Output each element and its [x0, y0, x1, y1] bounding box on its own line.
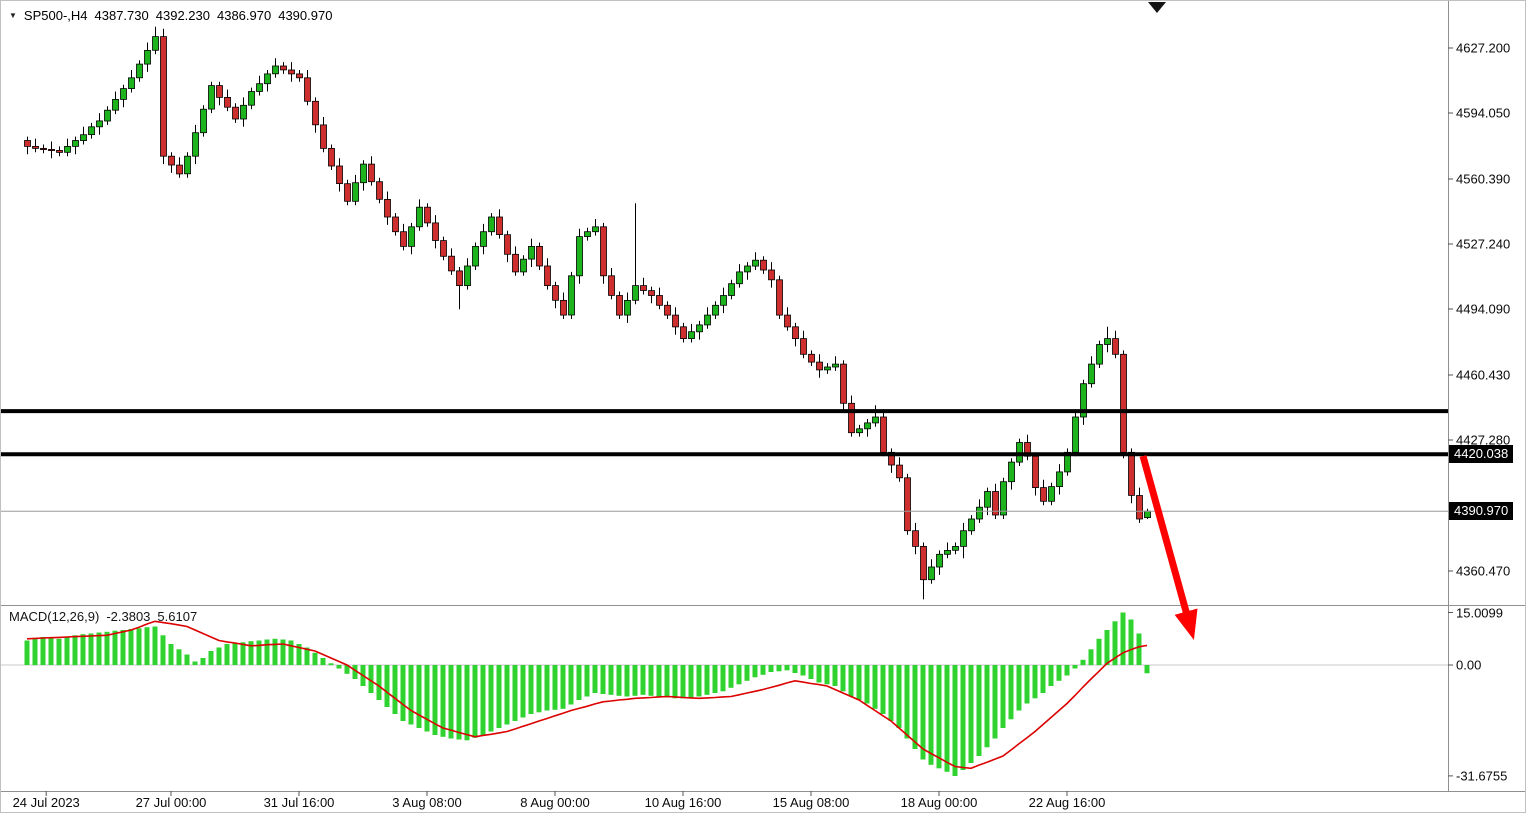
macd-axis-label: 0.00: [1456, 657, 1482, 673]
price-axis-label: 4460.430: [1456, 367, 1511, 383]
time-axis-label: 3 Aug 08:00: [392, 795, 462, 810]
time-axis-label: 10 Aug 16:00: [644, 795, 722, 810]
macd-panel: [1, 612, 1448, 776]
price-axis-label: 4560.390: [1456, 171, 1511, 187]
macd-main-value: -2.3803: [106, 609, 151, 624]
price-axis-label: 4360.470: [1456, 563, 1511, 579]
time-axis-label: 31 Jul 16:00: [263, 795, 335, 810]
macd-axis-label: -31.6755: [1456, 768, 1508, 784]
time-axis-label: 8 Aug 00:00: [520, 795, 590, 810]
candlestick-series: [24, 26, 1151, 600]
hline-price-flag: 4420.038: [1449, 445, 1514, 464]
bar-high-value: 4392.230: [155, 8, 210, 23]
bar-low-value: 4386.970: [216, 8, 272, 23]
time-axis[interactable]: 24 Jul 2023 27 Jul 00:00 31 Jul 16:00 3 Aug…: [1, 793, 1525, 812]
time-axis-label: 15 Aug 08:00: [772, 795, 850, 810]
time-axis-label: 24 Jul 2023: [12, 795, 80, 810]
current-price-flag: 4390.970: [1449, 502, 1514, 521]
price-axis-label: 4527.240: [1456, 236, 1511, 252]
chart-ohlc-readout: ▼ SP500-,H4 4387.730 4392.230 4386.970 4…: [9, 8, 332, 23]
price-axis-label: 4494.090: [1456, 301, 1511, 317]
macd-signal-value: 5.6107: [157, 609, 198, 624]
symbol-timeframe-label: SP500-,H4: [23, 8, 88, 23]
macd-name: MACD(12,26,9): [9, 609, 100, 624]
price-axis-label: 4594.050: [1456, 105, 1511, 121]
scroll-to-end-marker-icon[interactable]: [1148, 2, 1166, 13]
symbol-dropdown-icon[interactable]: ▼: [9, 11, 17, 20]
trend-arrow-annotation[interactable]: [1139, 455, 1198, 640]
bar-open-value: 4387.730: [94, 8, 149, 23]
time-axis-label: 18 Aug 00:00: [900, 795, 978, 810]
time-axis-label: 22 Aug 16:00: [1028, 795, 1106, 810]
price-axis-label: 4427.280: [1456, 432, 1511, 448]
price-axis-label: 4627.200: [1456, 40, 1511, 56]
time-axis-label: 27 Jul 00:00: [135, 795, 207, 810]
bar-close-value: 4390.970: [278, 8, 333, 23]
macd-axis-label: 15.0099: [1456, 605, 1503, 620]
macd-indicator-label: MACD(12,26,9) -2.3803 5.6107: [9, 609, 197, 624]
